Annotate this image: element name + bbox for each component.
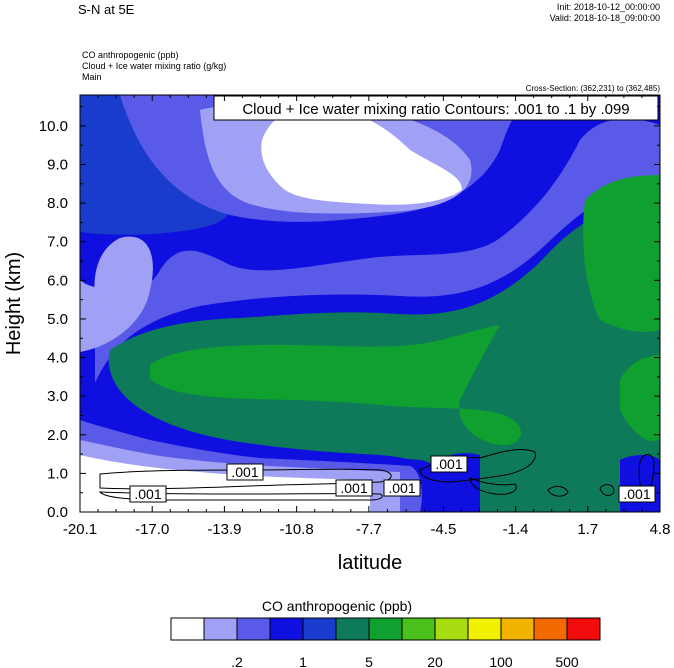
field-region-green — [620, 355, 660, 441]
contour-label: .001 — [623, 486, 650, 502]
colorbar-tick-label: 5 — [365, 654, 373, 668]
cloud-contour-line — [638, 454, 655, 501]
colorbar-swatch — [335, 617, 370, 641]
y-tick-label: 8.0 — [47, 195, 68, 212]
y-tick-label: 7.0 — [47, 234, 68, 251]
colorbar-swatch — [533, 617, 568, 641]
y-tick-label: 10.0 — [39, 118, 68, 135]
colorbar-title: CO anthropogenic (ppb) — [261, 598, 413, 614]
x-tick-label: -7.7 — [356, 521, 382, 538]
y-tick-label: 1.0 — [47, 465, 68, 482]
shaded-field — [80, 95, 660, 512]
y-tick-label: 0.0 — [47, 504, 68, 521]
x-tick-label: -1.4 — [503, 521, 529, 538]
cross-section-label: Cross-Section: (362,231) to (362,485) — [525, 84, 660, 93]
cloud-contour-line — [419, 449, 536, 483]
x-tick-label: -4.5 — [430, 521, 456, 538]
contour-label: .001 — [435, 456, 462, 472]
contour-label-box — [226, 463, 264, 481]
time-info: Init: 2018-10-12_00:00:00 Valid: 2018-10… — [550, 2, 660, 24]
x-tick-label: 1.7 — [577, 521, 598, 538]
colorbar-swatch — [203, 617, 238, 641]
colorbar-swatch — [467, 617, 502, 641]
y-tick-label: 5.0 — [47, 311, 68, 328]
x-axis-label: latitude — [338, 552, 403, 574]
colorbar-swatch — [170, 617, 205, 641]
colorbar-tick-label: 100 — [489, 654, 513, 668]
colorbar-swatch — [500, 617, 535, 641]
y-tick-label: 6.0 — [47, 272, 68, 289]
x-tick-label: -17.0 — [135, 521, 169, 538]
colorbar-swatch — [269, 617, 304, 641]
colorbar-swatch — [401, 617, 436, 641]
colorbar-swatch — [368, 617, 403, 641]
colorbar-tick-label: .2 — [231, 654, 243, 668]
x-tick-label: -13.9 — [207, 521, 241, 538]
contour-label-box — [618, 485, 656, 503]
contour-label: .001 — [134, 486, 161, 502]
colorbar-tick-label: 20 — [427, 654, 443, 668]
colorbar-tick-label: 500 — [555, 654, 579, 668]
cloud-contour-line — [599, 484, 615, 496]
colorbar-swatch — [236, 617, 271, 641]
y-tick-label: 3.0 — [47, 388, 68, 405]
contour-info-box — [213, 95, 659, 121]
field-region-white — [380, 173, 455, 197]
cloud-contour-line — [469, 477, 517, 495]
cloud-contour-line — [98, 491, 383, 501]
contour-label-box — [430, 455, 468, 473]
contour-label: .001 — [388, 480, 415, 496]
plot-title: S-N at 5E — [78, 2, 135, 17]
cloud-contour-line — [547, 485, 569, 497]
field-description: CO anthropogenic (ppb) Cloud + Ice water… — [82, 50, 226, 83]
field-line: Cloud + Ice water mixing ratio (g/kg) — [82, 61, 227, 71]
cloud-contour-line — [99, 468, 392, 490]
contour-info-label: Cloud + Ice water mixing ratio Contours:… — [242, 101, 629, 118]
contour-label-box — [129, 485, 167, 503]
field-line: Main — [82, 72, 102, 82]
contour-label-box — [383, 479, 421, 497]
y-tick-label: 2.0 — [47, 427, 68, 444]
field-region-green — [583, 175, 660, 332]
contour-label-box — [335, 479, 373, 497]
x-tick-label: -20.1 — [63, 521, 97, 538]
contour-label: .001 — [231, 464, 258, 480]
x-tick-label: -10.8 — [280, 521, 314, 538]
valid-time: Valid: 2018-10-18_09:00:00 — [549, 13, 660, 23]
colorbar-swatch — [302, 617, 337, 641]
colorbar-tick-label: 1 — [299, 654, 307, 668]
x-tick-label: 4.8 — [650, 521, 671, 538]
field-region-green — [150, 325, 521, 446]
y-tick-label: 9.0 — [47, 157, 68, 174]
y-tick-label: 4.0 — [47, 350, 68, 367]
colorbar-swatch — [434, 617, 469, 641]
field-line: CO anthropogenic (ppb) — [82, 50, 179, 60]
y-axis-label: Height (km) — [3, 252, 25, 355]
contour-label: .001 — [340, 480, 367, 496]
field-region-light-blue — [80, 280, 125, 352]
plot-frame — [79, 94, 661, 513]
colorbar-swatch — [566, 617, 601, 641]
init-time: Init: 2018-10-12_00:00:00 — [556, 2, 660, 12]
